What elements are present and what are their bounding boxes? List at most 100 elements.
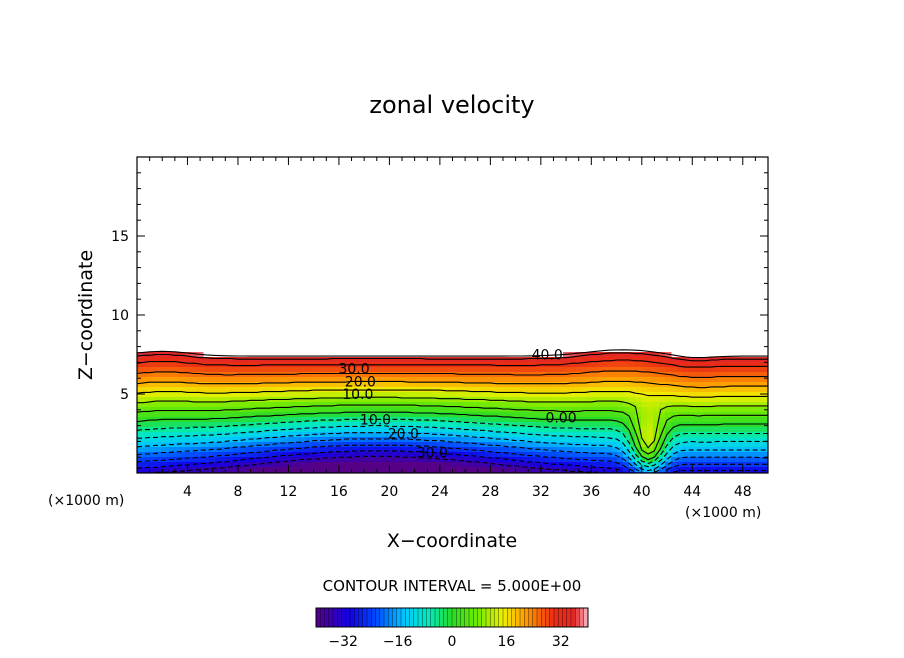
- colorbar-cell: [481, 607, 487, 628]
- x-tick-label: 40: [633, 484, 651, 500]
- colorbar-cell: [443, 607, 449, 628]
- y-axis-label: Z−coordinate: [75, 250, 97, 380]
- colorbar-cell: [328, 607, 334, 628]
- contour-line: [137, 438, 643, 473]
- y-tick-label: 15: [111, 229, 129, 245]
- colorbar-tick-label: 0: [448, 634, 457, 650]
- contour-line: [137, 389, 768, 398]
- x-tick-label: 8: [233, 484, 242, 500]
- colorbar-cell: [439, 607, 444, 628]
- contour-line: [137, 432, 768, 472]
- x-tick-label: 28: [481, 484, 499, 500]
- colorbar-cell: [379, 607, 385, 628]
- colorbar-cell: [345, 607, 351, 628]
- colorbar-frame: [315, 607, 589, 628]
- colorbar-cell: [320, 607, 325, 628]
- contour-line: [666, 463, 768, 471]
- y-axis: 5 10 15: [111, 172, 768, 458]
- colorbar-cell: [371, 607, 376, 628]
- colorbar-cell: [430, 607, 436, 628]
- chart-title: zonal velocity: [369, 91, 534, 119]
- x-tick-label: 24: [431, 484, 449, 500]
- colorbar-cell: [528, 607, 534, 628]
- heatmap-field: [137, 352, 768, 473]
- colorbar-tick-label: −16: [383, 634, 413, 650]
- contour-line: [155, 455, 598, 473]
- contour-line: [137, 404, 768, 455]
- colorbar-tick-label: −32: [328, 634, 358, 650]
- contour-label: 30.0: [338, 362, 369, 378]
- colorbar-cell: [515, 607, 521, 628]
- colorbar-cell: [383, 607, 389, 628]
- contour-line: [137, 370, 768, 378]
- contour-line: [137, 450, 624, 472]
- contour-line: [137, 396, 768, 449]
- colorbar-cell: [562, 607, 568, 628]
- contour-label: 20.0: [345, 374, 376, 390]
- colorbar-cell: [324, 607, 330, 628]
- colorbar-cell: [507, 607, 512, 628]
- colorbar-cell: [434, 607, 440, 628]
- colorbar-cell: [349, 607, 355, 628]
- contour-line: [137, 352, 768, 362]
- colorbar: [315, 607, 589, 628]
- contour-label: 10.0: [360, 412, 391, 428]
- colorbar-cell: [451, 607, 457, 628]
- colorbar-tick-label: 32: [552, 634, 570, 650]
- y-tick-label: 5: [120, 387, 129, 403]
- x-tick-label: 20: [380, 484, 398, 500]
- contour-top: [137, 349, 768, 359]
- colorbar-cell: [417, 607, 423, 628]
- x-tick-label: 16: [330, 484, 348, 500]
- colorbar-cell: [315, 607, 321, 628]
- contour-line: [137, 411, 768, 461]
- x-tick-label: 32: [532, 484, 550, 500]
- contour-label: 10.0: [342, 387, 373, 403]
- colorbar-cell: [422, 607, 427, 628]
- colorbar-cell: [337, 607, 342, 628]
- x-axis-label: X−coordinate: [387, 530, 517, 552]
- colorbar-cell: [485, 607, 491, 628]
- x-unit-right: (×1000 m): [685, 505, 761, 521]
- colorbar-cell: [570, 607, 576, 628]
- colorbar-cell: [392, 607, 398, 628]
- contour-line: [137, 359, 768, 368]
- x-tick-label: 12: [280, 484, 298, 500]
- colorbar-cell: [468, 607, 474, 628]
- contour-line: [137, 425, 768, 468]
- colorbar-cell: [396, 607, 402, 628]
- x-tick-label: 44: [683, 484, 701, 500]
- colorbar-cell: [413, 607, 419, 628]
- colorbar-cell: [375, 607, 381, 628]
- y-tick-label: 10: [111, 308, 129, 324]
- contour-label: 0.00: [545, 411, 576, 427]
- contour-label: 30.0: [417, 445, 448, 461]
- colorbar-cell: [456, 607, 461, 628]
- contour-line: [654, 456, 768, 473]
- colorbar-cell: [409, 607, 415, 628]
- colorbar-cell: [341, 607, 347, 628]
- colorbar-cell: [460, 607, 466, 628]
- colorbar-cell: [502, 607, 508, 628]
- colorbar-cell: [549, 607, 555, 628]
- colorbar-cell: [447, 607, 453, 628]
- contour-line: [137, 380, 768, 389]
- colorbar-cell: [490, 607, 495, 628]
- contour-lines: [137, 349, 768, 473]
- colorbar-cell: [541, 607, 546, 628]
- colorbar-cell: [579, 607, 585, 628]
- colorbar-cell: [536, 607, 542, 628]
- colorbar-cell: [524, 607, 529, 628]
- colorbar-cell: [400, 607, 406, 628]
- colorbar-cell: [558, 607, 563, 628]
- colorbar-cell: [332, 607, 338, 628]
- contour-label: 40.0: [532, 348, 563, 364]
- contour-interval-text: CONTOUR INTERVAL = 5.000E+00: [323, 577, 582, 595]
- colorbar-cell: [566, 607, 572, 628]
- colorbar-cell: [532, 607, 538, 628]
- colorbar-cell: [494, 607, 500, 628]
- colorbar-cell: [366, 607, 372, 628]
